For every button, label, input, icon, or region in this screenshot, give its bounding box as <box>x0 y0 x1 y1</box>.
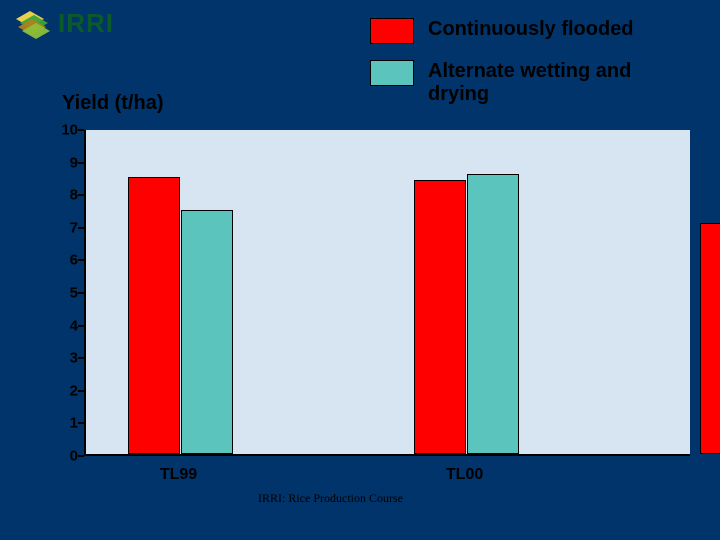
bar <box>414 180 466 454</box>
slide: IRRI Continuously flooded Alternate wetti… <box>0 0 720 540</box>
legend-swatch <box>370 18 414 44</box>
y-tick-label: 9 <box>70 154 78 171</box>
x-tick-label: TL99 <box>160 466 197 484</box>
y-tick-label: 2 <box>70 382 78 399</box>
y-tick-label: 0 <box>70 448 78 465</box>
irri-logo-mark <box>14 9 54 39</box>
x-axis-labels: TL99TL00PR01 <box>84 460 690 490</box>
chart: 012345678910 TL99TL00PR01 <box>50 130 690 500</box>
y-axis-title: Yield (t/ha) <box>62 92 163 115</box>
plot-area <box>84 130 690 456</box>
legend: Continuously flooded Alternate wetting an… <box>370 18 702 106</box>
irri-logo: IRRI <box>14 8 114 39</box>
bar <box>181 210 233 455</box>
x-tick-label: TL00 <box>446 466 483 484</box>
logo-diamond-icon <box>14 9 54 39</box>
y-tick-label: 4 <box>70 317 78 334</box>
legend-label: Alternate wetting and drying <box>428 60 678 106</box>
y-tick-label: 7 <box>70 219 78 236</box>
y-tick-label: 8 <box>70 187 78 204</box>
bar-group <box>86 130 690 454</box>
y-tick-label: 3 <box>70 350 78 367</box>
y-tick-label: 5 <box>70 285 78 302</box>
legend-item: Continuously flooded <box>370 18 702 44</box>
legend-label: Continuously flooded <box>428 18 634 41</box>
bar <box>467 174 519 454</box>
legend-item: Alternate wetting and drying <box>370 60 702 106</box>
footer-text: IRRI: Rice Production Course <box>258 491 403 506</box>
y-tick-label: 1 <box>70 415 78 432</box>
bar <box>128 177 180 454</box>
y-tick-label: 6 <box>70 252 78 269</box>
y-axis-ticks: 012345678910 <box>50 130 84 456</box>
bar <box>700 223 720 454</box>
y-tick-label: 10 <box>61 122 78 139</box>
legend-swatch <box>370 60 414 86</box>
irri-logo-text: IRRI <box>58 8 114 39</box>
